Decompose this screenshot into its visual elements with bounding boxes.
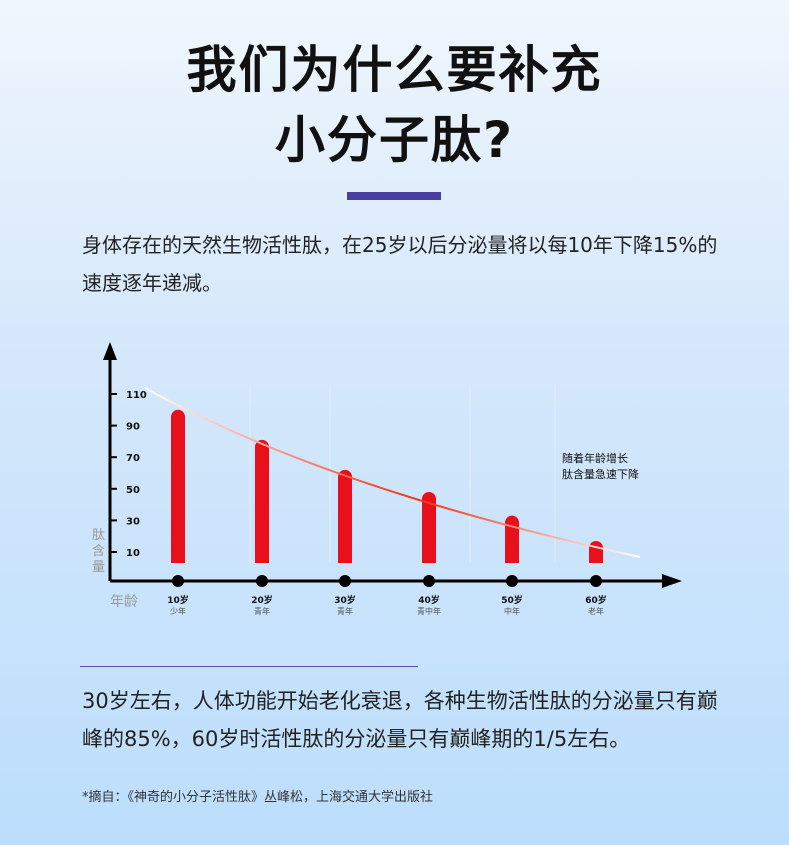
x-tick-sublabel: 青年 [337, 606, 353, 616]
chart-annotation: 肽含量急速下降 [562, 467, 639, 481]
x-axis-label: 年龄 [110, 594, 138, 610]
bar-5 [505, 515, 519, 563]
trend-line [144, 387, 641, 558]
x-tick-sublabel: 青中年 [417, 606, 441, 616]
bar-3 [338, 469, 352, 563]
accent-bar [347, 192, 441, 200]
y-tick-label: 50 [126, 485, 140, 496]
divider [80, 666, 418, 667]
x-tick-sublabel: 老年 [588, 606, 604, 616]
y-axis-label: 含 [92, 543, 105, 559]
y-tick-label: 10 [126, 548, 140, 559]
citation: *摘自：《神奇的小分子活性肽》丛峰松，上海交通大学出版社 [82, 790, 434, 805]
x-tick-sublabel: 青年 [254, 606, 270, 616]
x-axis-dot [172, 575, 184, 587]
title-line-2: 小分子肽? [274, 111, 514, 169]
x-axis-dot [423, 575, 435, 587]
x-tick-sublabel: 少年 [170, 606, 186, 616]
x-axis-dot [506, 575, 518, 587]
y-tick-label: 110 [126, 390, 147, 401]
x-tick-label: 30岁 [334, 594, 356, 606]
bar-2 [255, 439, 269, 563]
body-text: 30岁左右，人体功能开始老化衰退，各种生物活性肽的分泌量只有巅峰的85%，60岁… [82, 689, 718, 751]
x-tick-label: 60岁 [585, 594, 607, 606]
x-axis-dot [590, 575, 602, 587]
x-tick-label: 20岁 [251, 594, 273, 606]
x-tick-sublabel: 中年 [504, 606, 520, 616]
title-line-1: 我们为什么要补充 [186, 41, 603, 99]
y-axis-label: 肽 [92, 528, 105, 543]
x-tick-label: 40岁 [418, 594, 440, 606]
y-tick-label: 30 [126, 516, 140, 527]
y-axis-label: 量 [92, 560, 105, 575]
x-axis-arrow [662, 574, 682, 588]
x-tick-label: 10岁 [167, 594, 189, 606]
x-tick-label: 50岁 [501, 594, 523, 606]
chart-annotation: 随着年龄增长 [562, 451, 628, 465]
bar-6 [589, 540, 603, 563]
intro-text: 身体存在的天然生物活性肽，在25岁以后分泌量将以每10年下降15%的速度逐年递减… [82, 233, 718, 295]
bar-1 [171, 409, 185, 563]
y-tick-label: 90 [126, 422, 140, 433]
y-tick-label: 70 [126, 453, 140, 464]
x-axis-dot [339, 575, 351, 587]
x-axis-dot [256, 575, 268, 587]
bar-4 [422, 491, 436, 563]
y-axis-arrow [103, 342, 117, 360]
